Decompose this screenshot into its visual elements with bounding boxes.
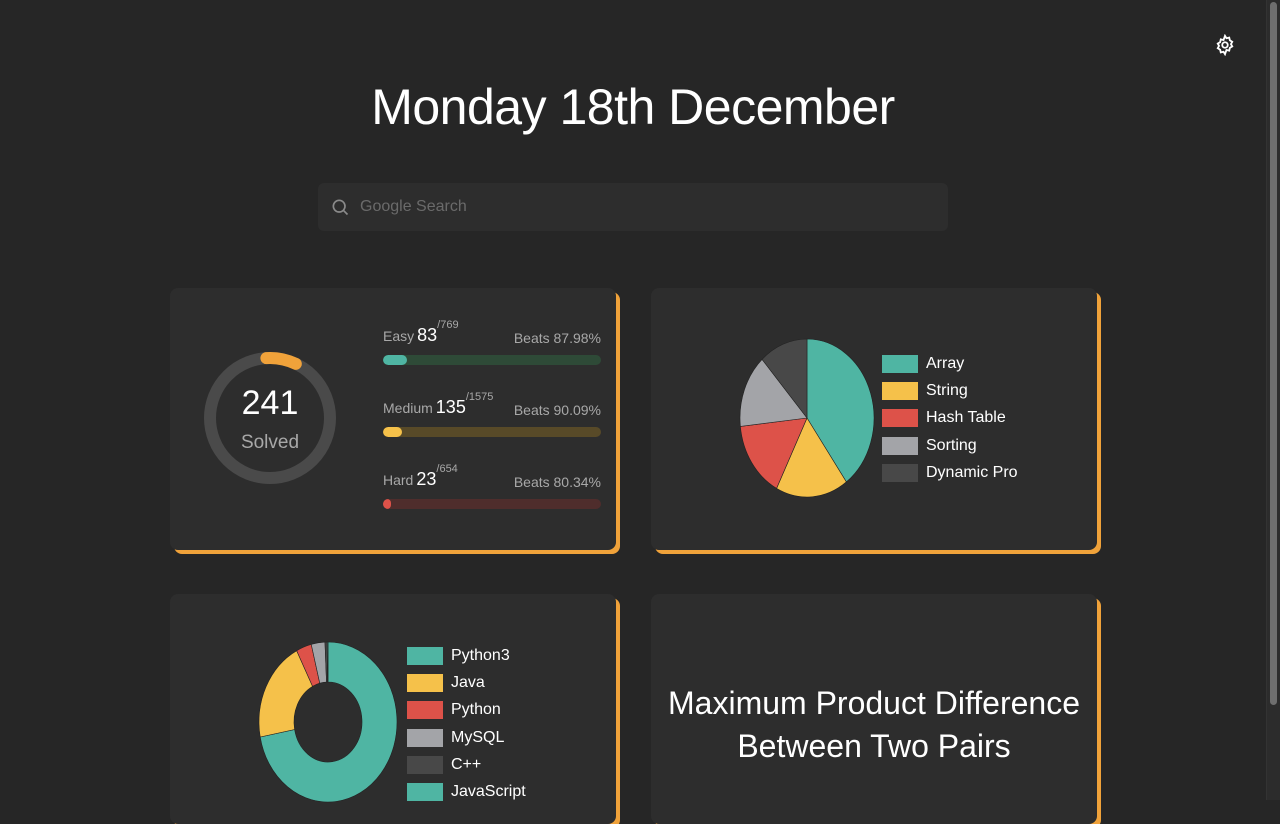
difficulty-solved: 135: [435, 397, 466, 417]
legend-label: Hash Table: [926, 409, 1006, 427]
slice-array[interactable]: [806, 338, 875, 483]
difficulty-progress-bar: [383, 427, 601, 437]
difficulty-progress-bar: [383, 355, 601, 365]
difficulty-total: /654: [436, 463, 458, 475]
progress-ring-fill: [260, 352, 302, 370]
languages-donut-chart: [258, 641, 398, 803]
legend-label: Sorting: [926, 436, 977, 454]
legend-item[interactable]: Java: [407, 669, 526, 696]
legend-item[interactable]: Sorting: [882, 432, 1018, 459]
difficulty-row: Hard 23/654 Beats 80.34%: [383, 463, 601, 509]
search-bar[interactable]: [318, 183, 948, 231]
difficulty-progress-bar: [383, 499, 601, 509]
difficulty-total: /1575: [465, 391, 494, 403]
legend-label: Array: [926, 354, 965, 372]
difficulty-label: Hard: [383, 472, 414, 488]
slice-sorting[interactable]: [739, 358, 808, 427]
slice-javascript[interactable]: [326, 641, 329, 683]
progress-ring: [204, 352, 336, 484]
beats-percent: Beats 90.09%: [513, 402, 601, 418]
legend-swatch: [407, 728, 443, 747]
legend-item[interactable]: Hash Table: [882, 405, 1018, 432]
legend-swatch: [407, 755, 443, 774]
difficulty-total: /769: [437, 319, 459, 331]
difficulty-solved: 83: [417, 325, 438, 345]
daily-question-card[interactable]: Maximum Product Difference Between Two P…: [651, 594, 1097, 824]
difficulty-label: Medium: [383, 400, 433, 416]
languages-legend: Python3 Java Python MySQL C++ JavaScript: [407, 642, 526, 806]
slice-string[interactable]: [776, 417, 847, 498]
beats-percent: Beats 87.98%: [513, 330, 601, 346]
difficulty-progress-fill: [383, 355, 407, 365]
difficulty-progress-fill: [383, 427, 402, 437]
legend-item[interactable]: String: [882, 377, 1018, 404]
legend-swatch: [882, 436, 918, 455]
gear-icon[interactable]: [1214, 34, 1236, 56]
solved-count: 241: [241, 384, 299, 422]
legend-item[interactable]: C++: [407, 751, 526, 778]
difficulty-row: Easy 83/769 Beats 87.98%: [383, 319, 601, 365]
slice-dynamic-pro[interactable]: [761, 338, 808, 419]
legend-swatch: [407, 646, 443, 665]
legend-label: Dynamic Pro: [926, 463, 1018, 481]
legend-label: Java: [451, 673, 485, 691]
legend-swatch: [407, 783, 443, 802]
scrollbar[interactable]: [1266, 0, 1280, 800]
page-title: Monday 18th December: [371, 79, 895, 135]
topics-legend: Array String Hash Table Sorting Dynamic Pro: [882, 350, 1018, 486]
legend-swatch: [882, 409, 918, 428]
legend-swatch: [407, 701, 443, 720]
legend-item[interactable]: Python3: [407, 642, 526, 669]
legend-item[interactable]: JavaScript: [407, 778, 526, 805]
legend-label: String: [926, 381, 968, 399]
topics-pie-chart: [739, 338, 875, 498]
slice-python3[interactable]: [259, 641, 398, 803]
legend-swatch: [882, 381, 918, 400]
difficulty-label: Easy: [383, 328, 415, 344]
search-input[interactable]: [360, 198, 920, 216]
daily-question-title[interactable]: Maximum Product Difference Between Two P…: [668, 685, 1080, 764]
legend-swatch: [882, 354, 918, 373]
legend-item[interactable]: Python: [407, 697, 526, 724]
legend-label: C++: [451, 755, 482, 773]
languages-card: Python3 Java Python MySQL C++ JavaScript: [170, 594, 616, 824]
stats-card: 241 Solved Easy 83/769 Beats 87.98% Medium…: [170, 288, 616, 550]
legend-label: JavaScript: [451, 783, 526, 801]
legend-swatch: [882, 463, 918, 482]
legend-label: Python3: [451, 646, 510, 664]
legend-swatch: [407, 673, 443, 692]
slice-hash-table[interactable]: [740, 417, 808, 489]
legend-label: MySQL: [451, 728, 505, 746]
beats-percent: Beats 80.34%: [513, 474, 601, 490]
legend-item[interactable]: Array: [882, 350, 1018, 377]
legend-label: Python: [451, 701, 501, 719]
solved-label: Solved: [240, 432, 300, 453]
legend-item[interactable]: MySQL: [407, 724, 526, 751]
search-icon: [332, 199, 349, 216]
difficulty-progress-fill: [383, 499, 391, 509]
topics-card: Array String Hash Table Sorting Dynamic Pro: [651, 288, 1097, 550]
legend-item[interactable]: Dynamic Pro: [882, 459, 1018, 486]
scrollbar-thumb[interactable]: [1270, 2, 1277, 705]
difficulty-row: Medium 135/1575 Beats 90.09%: [383, 391, 601, 437]
difficulty-solved: 23: [416, 469, 437, 489]
